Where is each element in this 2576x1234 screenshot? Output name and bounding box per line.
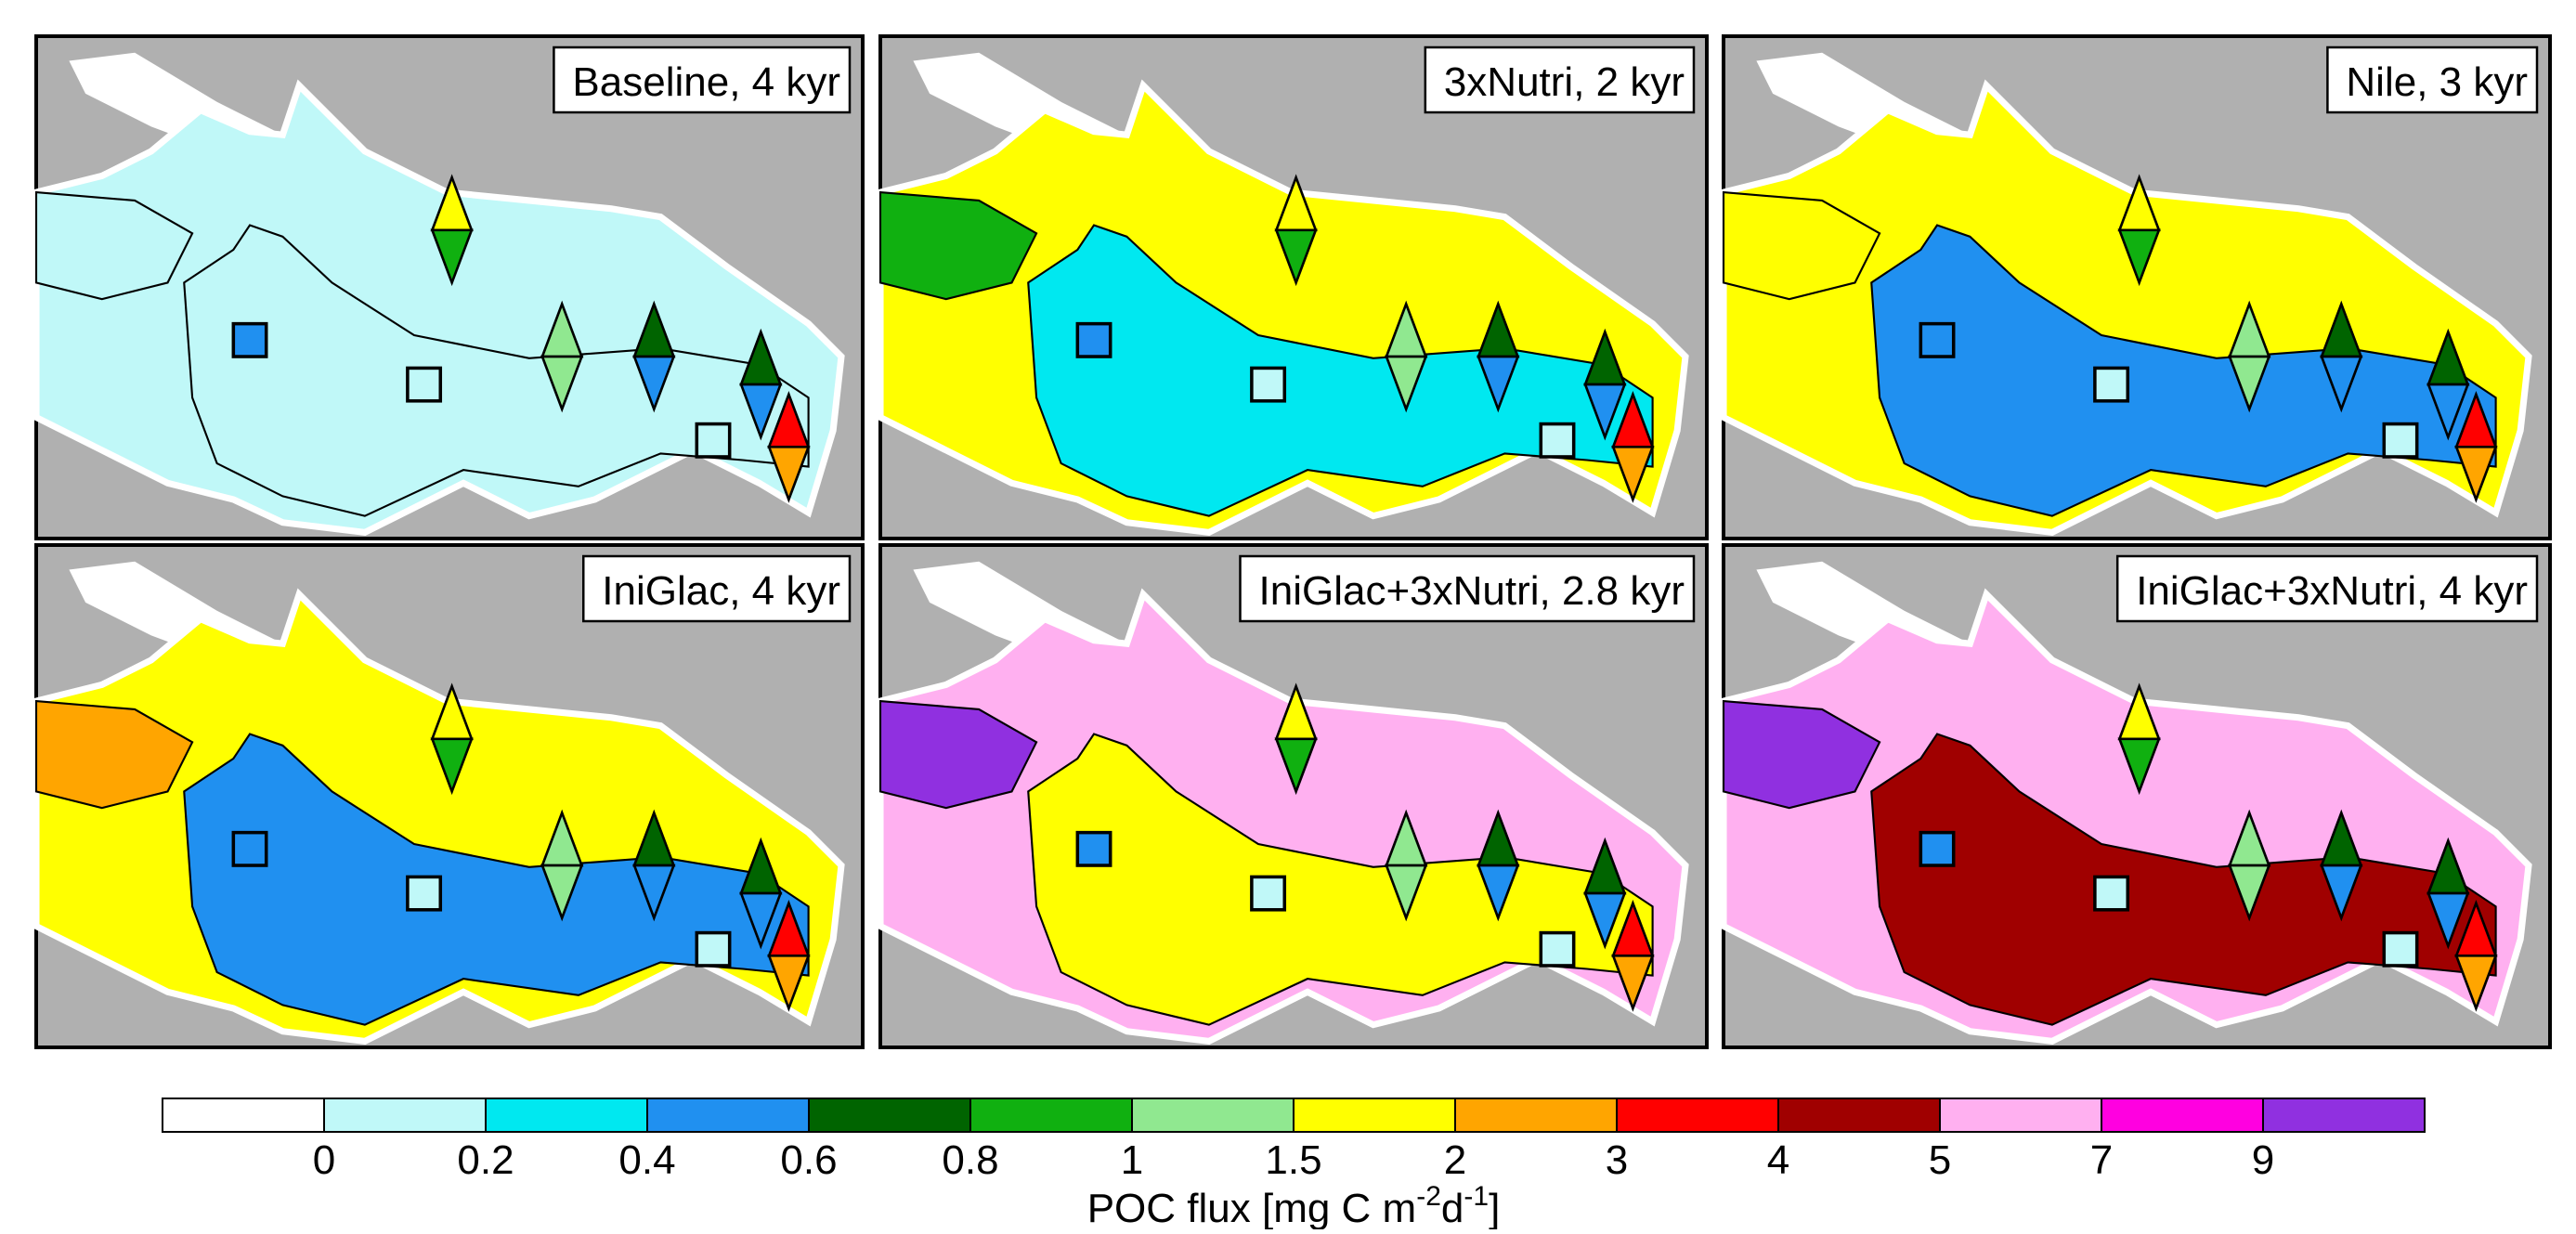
figure: POC flux [mg C m-2d-1] Baseline, 4 kyr 3x… <box>0 0 2576 1229</box>
site-square <box>1541 424 1573 457</box>
colorbar-segment <box>324 1098 486 1132</box>
colorbar-segment <box>486 1098 647 1132</box>
colorbar-segment <box>2101 1098 2263 1132</box>
colorbar-segment <box>647 1098 809 1132</box>
site-square <box>1920 324 1953 357</box>
colorbar-segment <box>1617 1098 1778 1132</box>
colorbar-tick-label: 2 <box>1444 1137 1466 1183</box>
colorbar-tick-label: 0.8 <box>942 1137 998 1183</box>
colorbar-segment <box>2263 1098 2425 1132</box>
site-square <box>2095 368 2127 400</box>
site-square <box>1077 324 1110 357</box>
site-square <box>2095 877 2127 909</box>
site-square <box>2384 933 2416 966</box>
site-square <box>233 833 266 865</box>
colorbar-tick-label: 5 <box>1929 1137 1951 1183</box>
colorbar-tick-label: 0.6 <box>780 1137 837 1183</box>
site-square <box>408 877 440 909</box>
label-part: POC flux [mg C m <box>1087 1186 1417 1229</box>
colorbar-segment <box>1778 1098 1940 1132</box>
colorbar-segment <box>1132 1098 1294 1132</box>
panel-title: Baseline, 4 kyr <box>572 59 840 105</box>
colorbar-segment <box>970 1098 1132 1132</box>
label-part: ] <box>1489 1186 1500 1229</box>
site-square <box>1541 933 1573 966</box>
colorbar-segment <box>1294 1098 1455 1132</box>
colorbar-segment <box>163 1098 324 1132</box>
colorbar-tick-label: 3 <box>1606 1137 1628 1183</box>
panel-title: IniGlac+3xNutri, 2.8 kyr <box>1259 568 1685 614</box>
label-sup: -1 <box>1464 1181 1489 1212</box>
colorbar-tick-label: 9 <box>2252 1137 2274 1183</box>
site-square <box>1252 877 1284 909</box>
colorbar-tick-label: 0 <box>313 1137 335 1183</box>
colorbar-segment <box>809 1098 970 1132</box>
site-square <box>1920 833 1953 865</box>
colorbar-tick-label: 7 <box>2090 1137 2113 1183</box>
colorbar-tick-label: 1 <box>1121 1137 1143 1183</box>
site-square <box>696 424 729 457</box>
colorbar-segment <box>1940 1098 2101 1132</box>
panel-title: IniGlac, 4 kyr <box>602 568 840 614</box>
colorbar-tick-label: 4 <box>1767 1137 1789 1183</box>
colorbar-tick-label: 0.4 <box>618 1137 675 1183</box>
site-square <box>1077 833 1110 865</box>
colorbar-label: POC flux [mg C m-2d-1] <box>1087 1181 1501 1229</box>
panel-title: Nile, 3 kyr <box>2346 59 2528 105</box>
site-square <box>233 324 266 357</box>
colorbar-tick-label: 1.5 <box>1265 1137 1321 1183</box>
site-square <box>696 933 729 966</box>
label-part: d <box>1441 1186 1464 1229</box>
colorbar-tick-label: 0.2 <box>457 1137 514 1183</box>
site-square <box>408 368 440 400</box>
panel-title: IniGlac+3xNutri, 4 kyr <box>2136 568 2528 614</box>
colorbar-segment <box>1455 1098 1617 1132</box>
site-square <box>1252 368 1284 400</box>
panel-title: 3xNutri, 2 kyr <box>1444 59 1685 105</box>
site-square <box>2384 424 2416 457</box>
label-sup: -2 <box>1416 1181 1441 1212</box>
